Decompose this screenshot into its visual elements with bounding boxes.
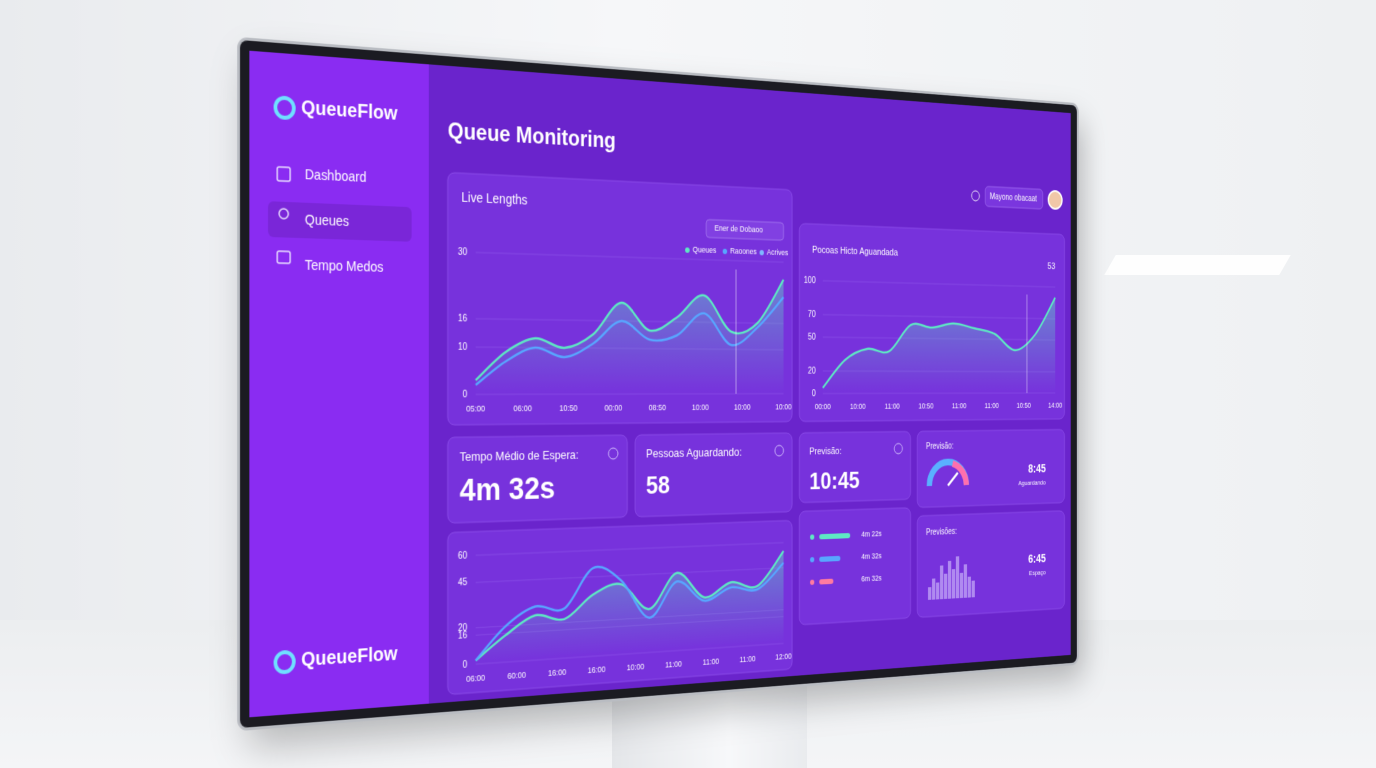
histogram-bar xyxy=(963,564,968,598)
card-corner: 53 xyxy=(1048,261,1056,271)
card xyxy=(448,520,792,694)
legend-label: Acrives xyxy=(767,248,789,258)
y-tick-label: 30 xyxy=(458,247,468,258)
histogram-bar xyxy=(955,556,960,599)
list-bar xyxy=(819,578,834,585)
x-tick-label: 08:50 xyxy=(649,403,666,412)
y-tick-label: 45 xyxy=(458,578,467,589)
histogram-bar xyxy=(939,565,944,600)
card-label: Previsão: xyxy=(926,441,954,451)
nav-item[interactable]: Queues xyxy=(305,212,349,229)
nav-item[interactable]: Tempo Medos xyxy=(305,257,384,274)
y-tick-label: 60 xyxy=(458,550,468,561)
kpi-label: Tempo Médio de Espera: xyxy=(460,449,579,465)
area xyxy=(475,271,784,395)
histogram-bar xyxy=(947,560,952,599)
x-tick-label: 06:00 xyxy=(513,404,532,414)
list-bar xyxy=(819,555,841,562)
y-tick-label: 0 xyxy=(463,659,468,670)
x-tick-label: 14:00 xyxy=(1048,401,1062,409)
x-tick-label: 10:00 xyxy=(692,403,709,412)
x-tick-label: 11:00 xyxy=(952,402,966,411)
list-label: 6m 32s xyxy=(861,574,882,584)
x-tick-label: 10:00 xyxy=(850,402,866,411)
x-tick-label: 10:50 xyxy=(559,404,577,414)
y-tick-label: 10 xyxy=(458,342,468,353)
list-label: 4m 22s xyxy=(861,529,882,539)
x-tick-label: 10:00 xyxy=(627,662,645,673)
legend-label: Queues xyxy=(693,245,717,255)
y-tick-label: 0 xyxy=(812,389,816,399)
x-tick-label: 05:00 xyxy=(466,404,485,414)
card xyxy=(448,435,628,523)
card-sub: Aguardando xyxy=(1018,479,1046,487)
list-label: 4m 32s xyxy=(861,551,882,561)
ceiling-light xyxy=(1104,255,1291,275)
kpi-label: Previsão: xyxy=(809,446,841,457)
y-tick-label: 16 xyxy=(458,313,467,324)
legend-label: Raoones xyxy=(730,246,757,256)
y-tick-label: 0 xyxy=(463,389,468,400)
sidebar xyxy=(249,50,429,718)
y-tick-label: 20 xyxy=(458,623,468,634)
histogram-bar xyxy=(932,578,936,600)
x-tick-label: 10:50 xyxy=(918,402,933,411)
x-tick-label: 16:00 xyxy=(548,667,566,678)
filter-label: Ener de Dobaoo xyxy=(714,224,762,235)
kpi-value: 10:45 xyxy=(809,466,859,495)
card xyxy=(799,508,910,625)
y-tick-label: 16 xyxy=(458,630,467,641)
x-tick-label: 11:00 xyxy=(703,657,719,667)
histogram-bar xyxy=(967,576,971,598)
x-tick-label: 10:50 xyxy=(1017,401,1031,410)
x-tick-label: 06:00 xyxy=(466,673,485,684)
histogram-bar xyxy=(927,587,932,600)
histogram-bar xyxy=(971,580,975,598)
kpi-value: 58 xyxy=(646,470,670,499)
x-tick-label: 16:00 xyxy=(588,665,606,676)
x-tick-label: 11:00 xyxy=(740,654,756,664)
x-tick-label: 00:00 xyxy=(815,402,831,411)
kpi-label: Pessoas Aguardando: xyxy=(646,446,742,461)
card xyxy=(799,223,1064,421)
dropdown-label: Mayono obacaat xyxy=(990,192,1037,204)
y-tick-label: 50 xyxy=(808,332,816,342)
monitor: QueueFlow Dashboard Queues Tempo Medos Queue… xyxy=(240,40,1077,728)
x-tick-label: 11:00 xyxy=(885,402,900,411)
y-tick-label: 100 xyxy=(804,275,816,285)
x-tick-label: 10:00 xyxy=(775,402,791,411)
x-tick-label: 11:00 xyxy=(665,659,682,669)
card-value: 8:45 xyxy=(1028,462,1046,475)
histogram-bar xyxy=(959,572,964,599)
card-value: 6:45 xyxy=(1028,552,1046,566)
card-title: Live Lengths xyxy=(461,190,527,208)
x-tick-label: 12:00 xyxy=(775,652,791,662)
card-label: Previsões: xyxy=(926,527,957,538)
card xyxy=(635,433,792,517)
x-tick-label: 60:00 xyxy=(508,670,527,681)
x-tick-label: 10:00 xyxy=(734,403,751,412)
card-title: Pocoas Hicto Aguandada xyxy=(812,245,898,259)
card-sub: Espaço xyxy=(1029,568,1046,576)
histogram-bar xyxy=(951,569,956,599)
x-tick-label: 00:00 xyxy=(605,403,623,413)
histogram-bar xyxy=(943,573,948,600)
nav-item[interactable]: Dashboard xyxy=(305,167,367,185)
y-tick-label: 20 xyxy=(808,366,816,376)
avatar xyxy=(1048,191,1062,210)
histogram-bar xyxy=(936,582,940,600)
x-tick-label: 11:00 xyxy=(985,401,999,410)
kpi-value: 4m 32s xyxy=(460,469,556,507)
nav-active xyxy=(268,201,412,242)
y-tick-label: 70 xyxy=(808,309,816,319)
